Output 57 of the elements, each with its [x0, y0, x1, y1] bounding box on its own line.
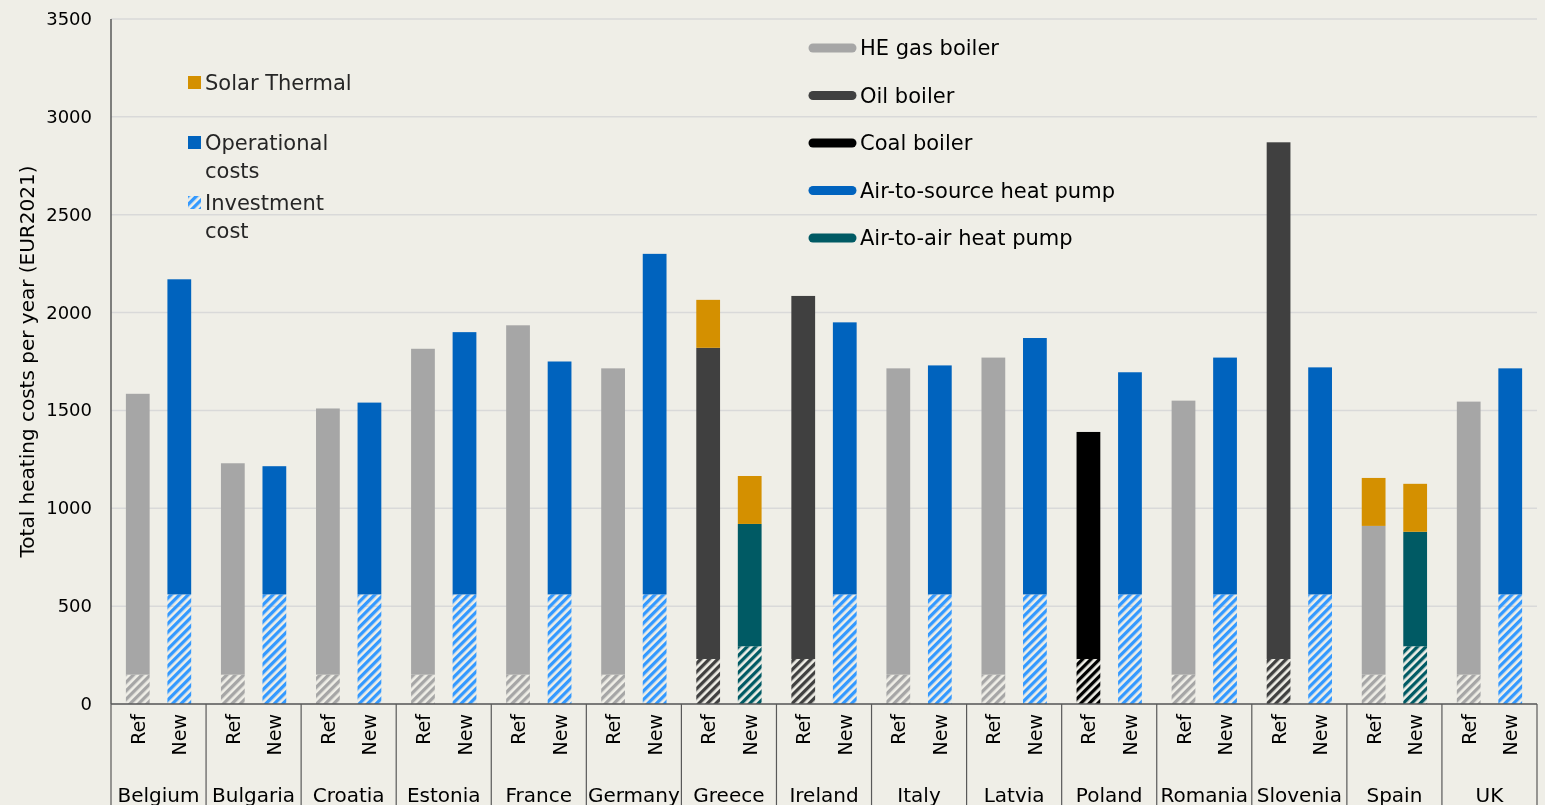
x-tick-label: New: [1118, 714, 1141, 756]
legend-label: Air-to-air heat pump: [860, 226, 1073, 250]
x-tick-label: New: [168, 714, 191, 756]
x-tick-label: Ref: [1267, 712, 1290, 745]
legend-label: Air-to-source heat pump: [860, 178, 1115, 203]
x-tick-label: Ref: [602, 712, 625, 745]
text: Croatia: [312, 783, 385, 805]
legend-label: Oil boiler: [860, 83, 955, 108]
x-tick-label: Ref: [221, 712, 244, 745]
x-tick-label: Ref: [1172, 712, 1195, 745]
text: UK: [1475, 783, 1505, 805]
y-axis-title: Total heating costs per year (EUR2021): [15, 165, 39, 559]
x-tick-label: New: [548, 714, 571, 756]
y-tick-label: 2000: [46, 301, 92, 323]
y-tick-label: 3000: [46, 105, 92, 127]
text: Ireland: [789, 783, 859, 805]
text: France: [505, 783, 573, 805]
x-tick-label: Ref: [982, 712, 1005, 745]
y-tick-label: 500: [57, 595, 92, 617]
legend-label: Investment cost: [205, 191, 324, 243]
text: Poland: [1075, 783, 1143, 805]
x-tick-label: New: [738, 714, 761, 756]
text: Slovenia: [1256, 783, 1342, 805]
x-tick-label: New: [833, 714, 856, 756]
x-tick-label: Ref: [126, 712, 149, 745]
x-tick-label: New: [358, 714, 381, 756]
x-tick-label: Ref: [792, 712, 815, 745]
x-tick-label: New: [643, 714, 666, 756]
y-tick-label: 3500: [46, 8, 92, 29]
y-tick-label: 1000: [46, 497, 92, 519]
x-tick-label: New: [1499, 714, 1522, 756]
x-tick-label: Ref: [697, 712, 720, 745]
y-tick-label: 0: [80, 693, 92, 714]
x-tick-label: Ref: [316, 712, 339, 745]
x-tick-label: Ref: [1457, 712, 1480, 745]
x-tick-label: New: [1023, 714, 1046, 756]
x-tick-label: New: [263, 714, 286, 756]
text: Latvia: [983, 783, 1045, 805]
x-tick-label: New: [453, 714, 476, 756]
y-tick-label: 2500: [46, 203, 92, 225]
annotation: Operational costs: [205, 131, 329, 183]
x-tick-label: Ref: [411, 712, 434, 745]
y-tick-label: 1500: [46, 399, 92, 421]
x-tick-label: Ref: [887, 712, 910, 745]
text: Estonia: [406, 783, 481, 805]
text: Romania: [1160, 783, 1248, 805]
legend-label: HE gas boiler: [860, 36, 1000, 60]
legend-label: Solar Thermal: [205, 71, 352, 95]
x-tick-label: Ref: [507, 712, 530, 745]
x-tick-label: New: [928, 714, 951, 756]
legend-label: Coal boiler: [860, 131, 973, 155]
x-tick-label: Ref: [1362, 712, 1385, 745]
x-tick-label: New: [1214, 714, 1237, 756]
x-tick-label: Ref: [1077, 712, 1100, 745]
x-tick-label: New: [1309, 714, 1332, 756]
x-tick-label: New: [1404, 714, 1427, 756]
text: Greece: [693, 783, 765, 805]
